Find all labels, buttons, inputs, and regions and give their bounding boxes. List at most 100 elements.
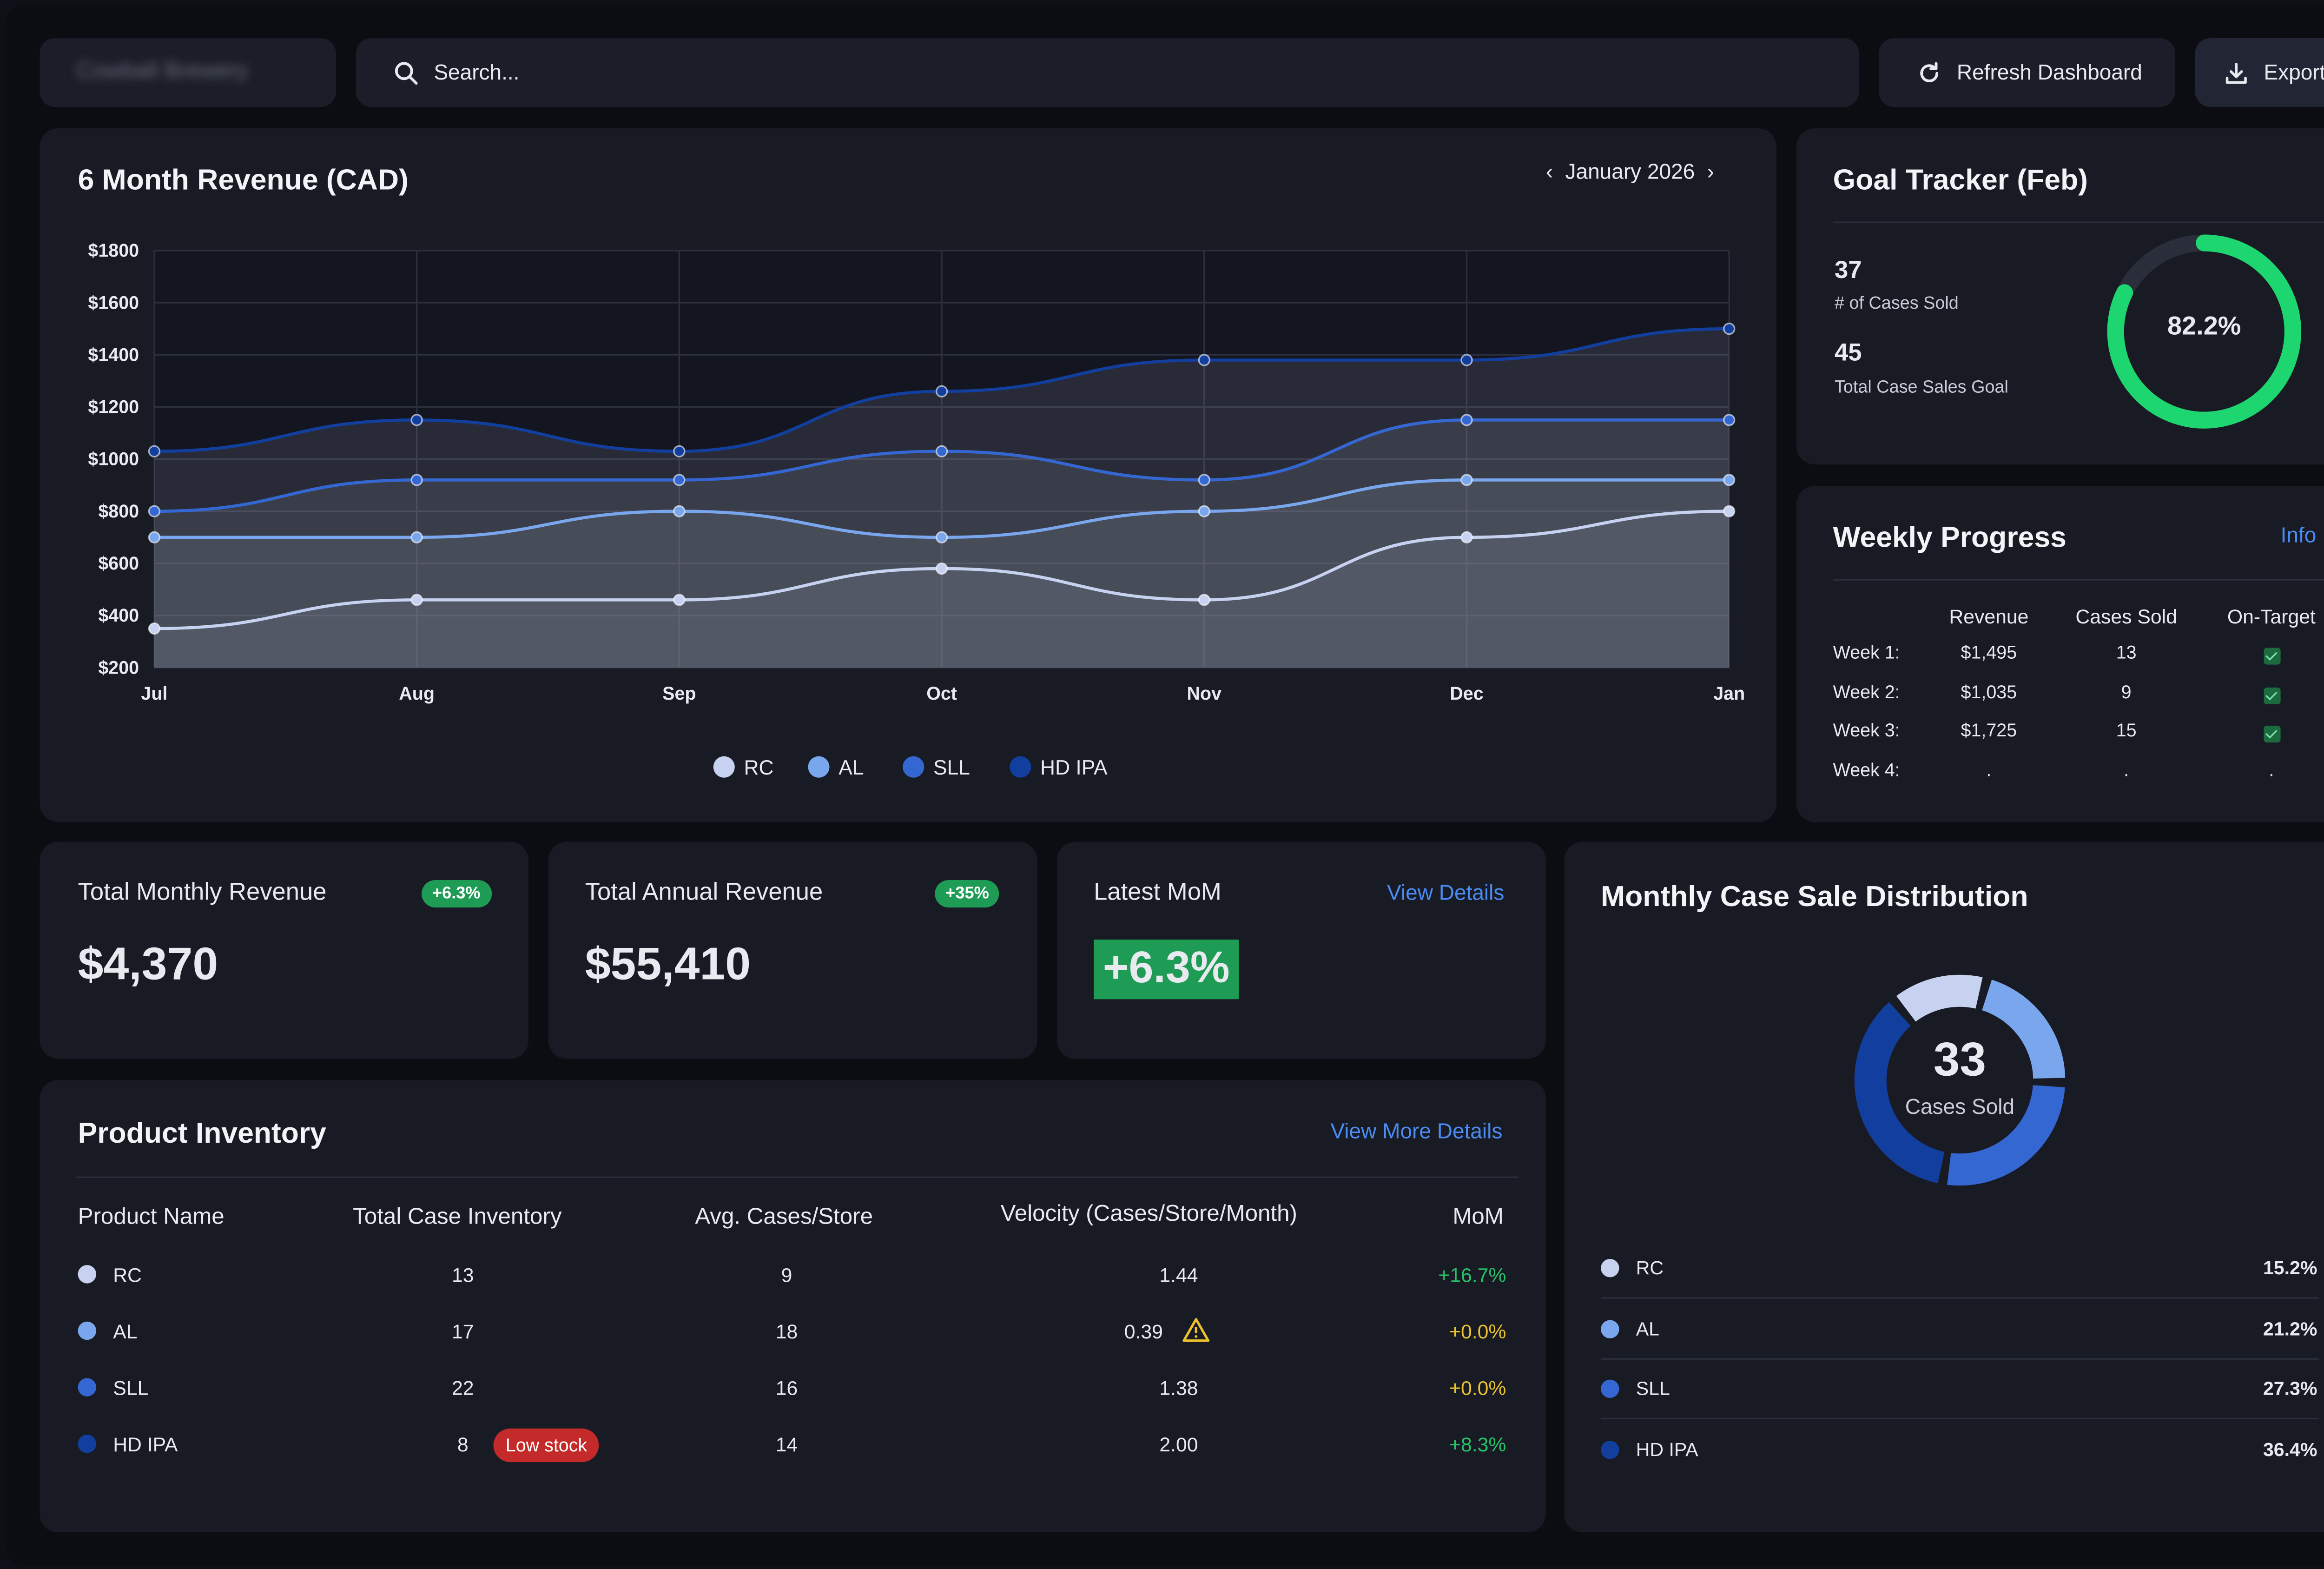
case-goal-value: 45 — [1834, 340, 1862, 367]
week-label: Week 1: — [1833, 642, 1900, 663]
week-cases: 15 — [2116, 719, 2137, 741]
avg-cases-store: 14 — [775, 1433, 798, 1456]
x-tick-label: Dec — [1450, 683, 1483, 704]
weekly-col-revenue: Revenue — [1949, 605, 2029, 628]
x-tick-label: Nov — [1187, 683, 1222, 704]
week-on-target — [2218, 645, 2324, 672]
week-cases: . — [2124, 758, 2129, 780]
y-tick-label: $200 — [98, 657, 139, 678]
distribution-percent: 21.2% — [2263, 1318, 2317, 1340]
y-tick-label: $1600 — [88, 292, 139, 313]
data-point — [410, 414, 423, 426]
mom-change: +0.0% — [1449, 1377, 1506, 1400]
view-more-details-link[interactable]: View More Details — [1330, 1118, 1503, 1143]
data-point — [148, 505, 161, 517]
data-point — [1723, 414, 1736, 426]
legend-color-dot — [1601, 1380, 1619, 1399]
data-point — [673, 474, 686, 486]
mom-card: Latest MoM View Details +6.3% — [1057, 841, 1546, 1059]
legend-color-dot — [1601, 1319, 1619, 1338]
week-revenue: $1,725 — [1961, 719, 2017, 741]
product-name: HD IPA — [113, 1433, 178, 1456]
search-bar[interactable]: Search... — [356, 38, 1859, 107]
distribution-percent: 27.3% — [2263, 1378, 2317, 1400]
x-tick-label: Aug — [399, 683, 435, 704]
data-point — [1198, 474, 1210, 486]
check-icon — [2263, 726, 2280, 743]
week-on-target: . — [2269, 758, 2274, 780]
cases-sold-label: # of Cases Sold — [1834, 295, 1959, 313]
annual-revenue-value: $55,410 — [585, 940, 751, 990]
distribution-product-name: HD IPA — [1636, 1439, 1698, 1461]
legend-marker — [1010, 756, 1031, 778]
week-on-target — [2218, 722, 2324, 750]
chevron-left-icon[interactable]: ‹ — [1545, 159, 1553, 184]
data-point — [1198, 594, 1210, 606]
product-name: RC — [113, 1263, 142, 1287]
inv-col-mom: MoM — [1452, 1204, 1504, 1230]
legend-marker — [808, 756, 830, 778]
refresh-icon — [1920, 62, 1939, 83]
week-revenue: $1,035 — [1961, 681, 2017, 702]
avg-cases-store: 18 — [775, 1320, 798, 1343]
product-color-dot — [78, 1378, 97, 1397]
data-point — [1723, 323, 1736, 335]
search-input[interactable]: Search... — [434, 60, 520, 84]
total-case-inventory: 8 — [457, 1433, 469, 1456]
data-point — [673, 505, 686, 517]
inv-col-inventory: Total Case Inventory — [353, 1204, 562, 1230]
data-point — [1198, 354, 1210, 366]
week-cases: 13 — [2116, 642, 2137, 663]
cases-sold-value: 37 — [1834, 258, 1862, 285]
search-icon — [395, 62, 418, 85]
distribution-product-name: AL — [1636, 1318, 1660, 1340]
legend-label: HD IPA — [1040, 756, 1108, 779]
data-point — [148, 445, 161, 457]
annual-revenue-label: Total Annual Revenue — [585, 880, 823, 906]
export-button[interactable]: Export — [2195, 38, 2324, 107]
week-revenue: . — [1986, 758, 1992, 780]
mom-label: Latest MoM — [1094, 880, 1221, 906]
legend-label: RC — [744, 756, 773, 779]
weekly-info-link[interactable]: Info — [2280, 522, 2317, 547]
inventory-title: Product Inventory — [78, 1118, 326, 1151]
mom-change: +16.7% — [1438, 1263, 1506, 1287]
y-tick-label: $600 — [98, 553, 139, 574]
x-tick-label: Oct — [926, 683, 957, 704]
export-label: Export — [2264, 60, 2324, 84]
low-stock-badge: Low stock — [493, 1428, 600, 1463]
total-case-inventory: 17 — [452, 1320, 474, 1343]
monthly-revenue-value: $4,370 — [78, 940, 218, 990]
data-point — [410, 531, 423, 543]
check-icon — [2263, 687, 2280, 704]
revenue-line-chart: $1800 $1600 $1400 $1200 $1000 $800 $600 $400 $20… — [88, 240, 1745, 779]
data-point — [148, 622, 161, 635]
data-point — [935, 562, 948, 575]
week-label: Week 3: — [1833, 719, 1900, 741]
week-on-target — [2218, 684, 2324, 711]
legend-divider — [1601, 1418, 2319, 1420]
legend-color-dot — [1601, 1258, 1619, 1278]
period-selector: ‹ January 2026 › — [1546, 159, 1714, 184]
case-goal-label: Total Case Sales Goal — [1834, 379, 2008, 397]
weekly-progress-card: Weekly Progress Info Revenue Cases Sold … — [1796, 486, 2324, 822]
view-details-link[interactable]: View Details — [1387, 880, 1505, 905]
product-name: AL — [113, 1320, 138, 1343]
product-inventory-card: Product Inventory View More Details Prod… — [40, 1080, 1546, 1533]
data-point — [1460, 531, 1473, 543]
legend-divider — [1601, 1297, 2319, 1299]
week-label: Week 2: — [1833, 681, 1900, 702]
distribution-percent: 36.4% — [2263, 1439, 2317, 1461]
legend-label: AL — [838, 756, 864, 779]
inv-col-velocity: Velocity (Cases/Store/Month) — [1000, 1201, 1297, 1227]
download-icon — [2225, 63, 2247, 84]
mom-change: +0.0% — [1449, 1320, 1506, 1343]
refresh-dashboard-button[interactable]: Refresh Dashboard — [1879, 38, 2175, 107]
annual-revenue-card: Total Annual Revenue +35% $55,410 — [548, 841, 1037, 1059]
chevron-right-icon[interactable]: › — [1707, 159, 1714, 184]
distribution-title: Monthly Case Sale Distribution — [1601, 881, 2028, 914]
brand-pill[interactable]: Cowball Brewery — [40, 38, 337, 107]
series-area — [154, 329, 1730, 668]
week-label: Week 4: — [1833, 758, 1900, 780]
annual-revenue-badge: +35% — [935, 880, 1000, 908]
